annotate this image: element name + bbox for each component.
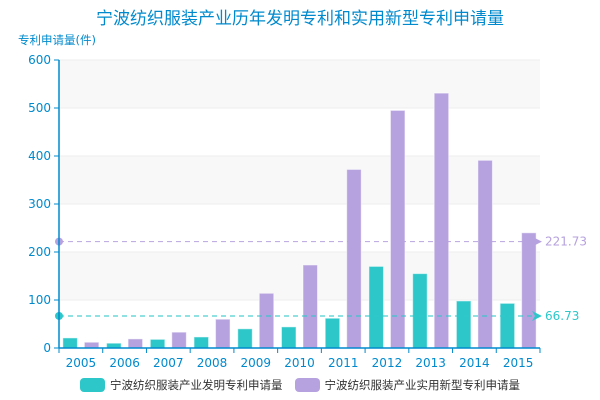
split-area (59, 252, 540, 300)
bar-utility (346, 168, 362, 349)
chart-title: 宁波纺织服装产业历年发明专利和实用新型专利申请量 (96, 9, 504, 29)
x-tick-label: 2010 (284, 356, 315, 370)
legend: 宁波纺织服装产业发明专利申请量 宁波纺织服装产业实用新型专利申请量 (0, 377, 600, 393)
split-areas (59, 60, 540, 348)
x-tick-label: 2015 (503, 356, 534, 370)
legend-label-utility: 宁波纺织服装产业实用新型专利申请量 (324, 378, 521, 392)
axes (58, 60, 541, 353)
bar-utility (521, 232, 537, 349)
y-axis-label: 专利申请量(件) (18, 33, 96, 47)
average-line-label: 66.73 (545, 309, 579, 323)
split-area (59, 108, 540, 156)
bar-utility (389, 109, 406, 349)
bar-invention (324, 317, 341, 349)
bar-utility (215, 318, 231, 349)
grid-lines (54, 59, 540, 349)
bar-utility (302, 264, 318, 349)
y-tick-label: 200 (28, 245, 51, 259)
y-tick-label: 300 (28, 197, 51, 211)
average-line-arrow-icon (532, 236, 542, 247)
bar-invention (237, 328, 253, 349)
bars (62, 92, 537, 349)
y-tick-label: 100 (28, 293, 51, 307)
mark-lines: 66.73 221.73 (55, 235, 587, 323)
bar-utility (258, 292, 275, 349)
legend-item-invention[interactable]: 宁波纺织服装产业发明专利申请量 (80, 377, 283, 393)
bar-invention (499, 302, 516, 349)
bar-utility (433, 92, 450, 349)
legend-swatch-utility (294, 378, 320, 392)
x-tick-label: 2012 (372, 356, 403, 370)
x-tick-label: 2009 (240, 356, 271, 370)
bar-utility (477, 159, 493, 349)
split-area (59, 156, 540, 204)
bar-invention (149, 338, 166, 349)
x-tick-label: 2008 (197, 356, 228, 370)
split-area (59, 204, 540, 252)
legend-item-utility[interactable]: 宁波纺织服装产业实用新型专利申请量 (294, 377, 521, 393)
x-tick-label: 2014 (459, 356, 490, 370)
bar-utility (171, 331, 187, 349)
bar-utility (83, 341, 100, 349)
x-tick-label: 2006 (109, 356, 140, 370)
x-tick-label: 2011 (328, 356, 359, 370)
y-tick-label: 0 (43, 341, 51, 355)
legend-swatch-invention (80, 378, 105, 392)
bar-invention (281, 326, 297, 349)
bar-invention (455, 300, 472, 349)
bar-invention (368, 265, 384, 349)
bar-invention (62, 337, 78, 349)
x-tick-label: 2005 (66, 356, 97, 370)
tick-labels: 0 100 200 300 400 500 600 2005 2006 2007 2008 2009 2… (28, 53, 533, 370)
average-line-label: 221.73 (545, 235, 587, 249)
legend-label-invention: 宁波纺织服装产业发明专利申请量 (110, 378, 283, 392)
split-area (59, 60, 540, 108)
bar-invention (412, 273, 428, 349)
x-tick-label: 2007 (153, 356, 184, 370)
average-line-arrow-icon (532, 310, 542, 321)
y-tick-label: 600 (28, 53, 51, 67)
bar-utility (127, 338, 144, 349)
y-tick-label: 500 (28, 101, 51, 115)
bar-invention (193, 336, 210, 349)
x-tick-label: 2013 (415, 356, 446, 370)
y-tick-label: 400 (28, 149, 51, 163)
